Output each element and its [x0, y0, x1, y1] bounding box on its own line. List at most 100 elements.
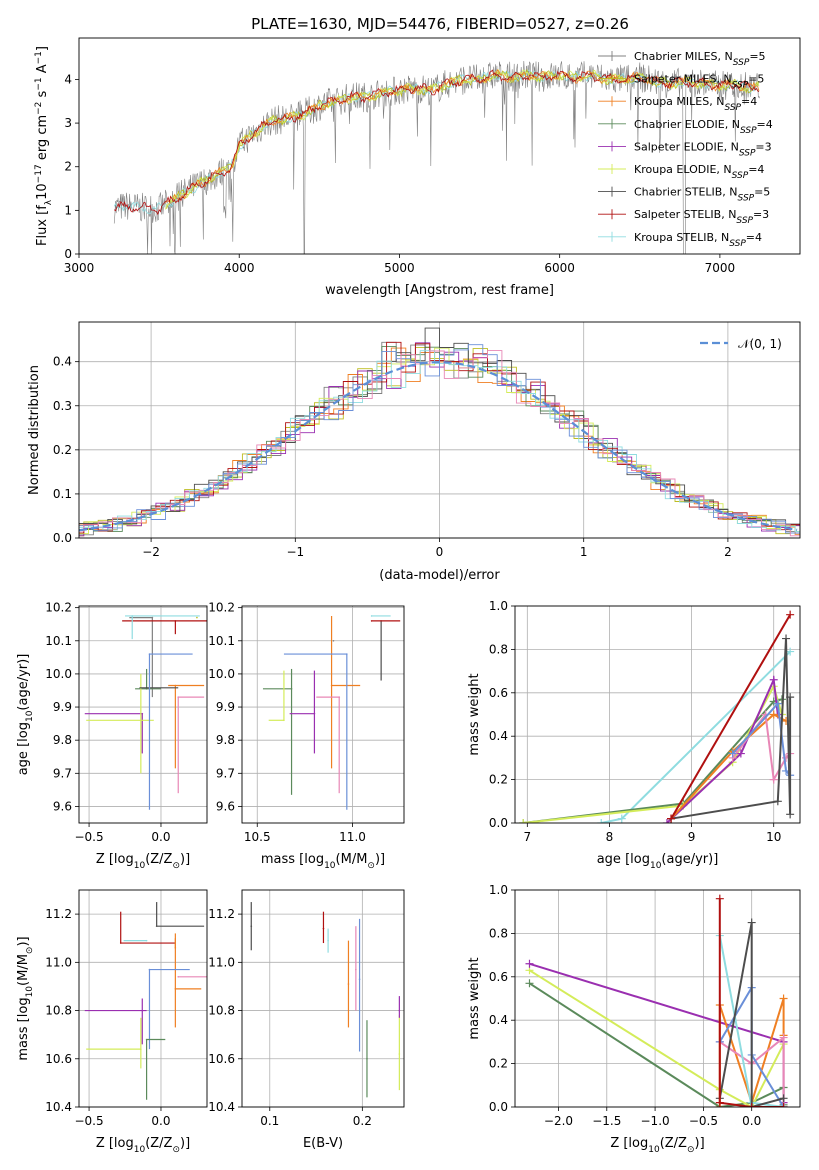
label-part: Salpeter ELODIE, N — [634, 140, 739, 153]
y-tick-label: 9.9 — [216, 700, 235, 714]
plus-marker — [786, 610, 795, 619]
label-part: 10 — [35, 183, 50, 200]
data-point — [174, 620, 177, 622]
label-part: Z [log — [96, 852, 134, 867]
label-part: (age/yr)] — [16, 654, 31, 711]
y-tick-label: 10.1 — [208, 634, 235, 648]
panel-mass-weight-vs-metallicity: −2.0 −1.5 −1.0 −0.5 0.0 0.0 0.2 0.4 0.6 0.8 1.0 Z [… — [467, 883, 801, 1155]
label-part: 10 — [134, 861, 146, 871]
y-tick-label: 0.8 — [489, 642, 508, 656]
label-part: SSP — [732, 81, 749, 91]
y-tick-label: 9.8 — [216, 733, 235, 747]
data-point — [148, 968, 151, 971]
y-tick-label: 0.2 — [489, 773, 508, 787]
y-tick-label: 0.2 — [489, 1057, 508, 1071]
y-axis-label: Normed distribution — [27, 365, 42, 495]
x-tick-label: 11.0 — [339, 830, 366, 844]
x-tick-label: −1.5 — [592, 1114, 621, 1128]
data-point — [283, 719, 285, 722]
data-point — [140, 719, 142, 722]
x-tick-label: 3000 — [64, 261, 95, 275]
label-part: mass [log — [16, 997, 31, 1060]
y-axis-label: mass weight — [467, 673, 482, 755]
label-part: ⊙ — [172, 1145, 180, 1155]
y-tick-label: 11.2 — [208, 907, 235, 921]
data-point — [327, 939, 329, 942]
label-part: (M/M — [16, 954, 31, 986]
x-tick-label: −1.0 — [641, 1114, 670, 1128]
y-tick-label: 0.0 — [489, 816, 508, 830]
label-part: =3 — [755, 140, 771, 153]
label-part: 10 — [648, 1145, 660, 1155]
y-tick-label: 10.0 — [45, 667, 72, 681]
weight-line-extra-pink — [719, 1035, 785, 1107]
label-part: Z [log — [96, 1136, 134, 1151]
data-point — [196, 616, 198, 619]
x-tick-label: 0.0 — [151, 1114, 170, 1128]
plus-marker — [782, 634, 791, 643]
y-tick-label: 11.0 — [208, 955, 235, 969]
panel-residual-histogram: −2 −1 0 1 2 0.0 0.1 0.2 0.3 0.4 𝒩(0, 1) (data-model… — [27, 321, 801, 583]
y-tick-label: 0.8 — [489, 926, 508, 940]
label-part: (Z/Z — [660, 1136, 687, 1151]
plus-marker — [779, 1094, 788, 1103]
label-part: SSP — [739, 148, 756, 158]
label-part: SSP — [738, 194, 755, 204]
axes-frame — [78, 605, 208, 824]
plus-marker — [728, 749, 737, 758]
label-part: A — [35, 64, 50, 77]
y-tick-label: 10.4 — [45, 1100, 72, 1114]
weight-line-salpeter-stelib — [670, 614, 791, 820]
x-tick-label: 10 — [766, 830, 781, 844]
data-point — [358, 978, 361, 981]
plus-marker — [519, 819, 528, 823]
x-tick-label: 0.2 — [353, 1114, 372, 1128]
x-tick-label: 9 — [688, 830, 696, 844]
data-point — [370, 615, 373, 617]
y-tick-label: 4 — [64, 72, 72, 86]
data-point — [355, 968, 357, 971]
data-point — [145, 1038, 148, 1041]
label-part: )] — [180, 852, 190, 867]
plus-marker — [662, 819, 671, 823]
label-part: erg cm — [35, 115, 50, 164]
data-point — [290, 688, 293, 690]
label-part: age [log — [597, 852, 650, 867]
label-part: λ — [44, 199, 54, 205]
data-point — [141, 712, 144, 715]
y-tick-label: 0.6 — [489, 970, 508, 984]
y-tick-label: 3 — [64, 116, 72, 130]
plus-marker — [779, 1103, 788, 1107]
label-part: =4 — [741, 95, 757, 108]
label-part: =4 — [746, 231, 762, 244]
label-part: 10 — [25, 710, 35, 722]
data-point — [131, 615, 134, 617]
y-tick-label: 1.0 — [489, 883, 508, 897]
data-point — [332, 639, 335, 642]
y-tick-label: 0.6 — [489, 686, 508, 700]
axes-frame — [241, 605, 405, 824]
y-tick-label: 11.2 — [45, 907, 72, 921]
y-tick-label: 0.1 — [53, 487, 72, 501]
label-part: E(B-V) — [303, 1136, 343, 1151]
x-axis-label: wavelength [Angstrom, rest frame] — [325, 283, 554, 298]
x-tick-label: 0.0 — [742, 1114, 761, 1128]
y-tick-label: 10.4 — [208, 1100, 235, 1114]
x-tick-label: −0.5 — [74, 1114, 103, 1128]
label-part: (M/M — [336, 852, 368, 867]
label-part: Salpeter MILES, N — [634, 73, 732, 86]
y-tick-label: 10.2 — [45, 601, 72, 615]
legend-label: Chabrier STELIB, NSSP=5 — [634, 186, 770, 204]
label-part: )] — [695, 1136, 705, 1151]
plus-marker — [525, 959, 534, 968]
histogram-step-kroupa-elodie — [79, 347, 800, 535]
weight-line-kroupa-elodie — [528, 969, 785, 1107]
plus-marker — [617, 814, 626, 823]
plus-marker — [773, 699, 782, 708]
data-point — [148, 653, 151, 655]
data-point — [145, 687, 148, 689]
label-part: (Z/Z — [145, 1136, 172, 1151]
y-axis-label: age [log10(age/yr)] — [16, 654, 35, 776]
plot-content — [519, 610, 795, 823]
